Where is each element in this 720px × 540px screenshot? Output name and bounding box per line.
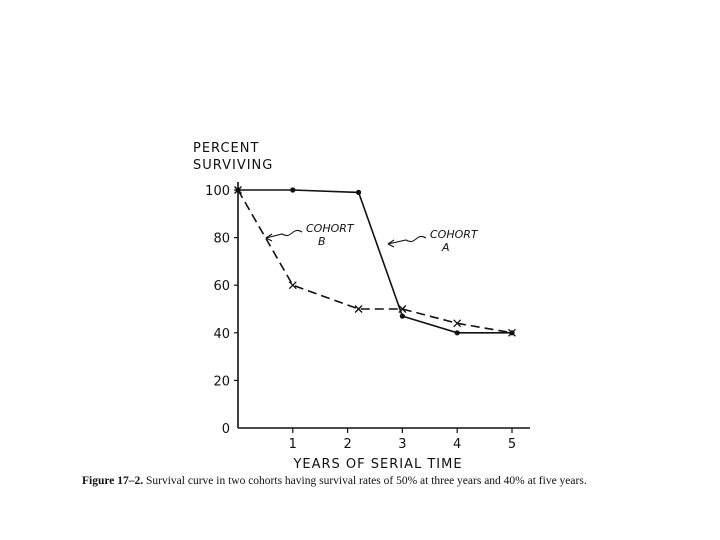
annotation-label-cohort-a: A: [441, 241, 450, 254]
caption-label: Figure 17–2.: [82, 475, 144, 487]
x-tick-label: 1: [289, 437, 297, 452]
y-tick-label: 40: [213, 327, 230, 342]
data-point-dot: [399, 313, 405, 319]
annotation-label-cohort-b: B: [318, 235, 326, 248]
series-line-cohort-b: [237, 189, 513, 334]
annotation-leader-cohort-b: [265, 230, 303, 239]
annotation-arrowhead: [265, 233, 273, 242]
chart-series: [234, 186, 516, 337]
annotation-label-cohort-a: COHORT: [430, 228, 479, 241]
x-marker-stroke: [453, 319, 462, 328]
x-tick-label: 2: [343, 437, 351, 452]
y-tick-label: 60: [213, 279, 230, 294]
caption-text: Survival curve in two cohorts having sur…: [146, 475, 587, 487]
data-point-x: [354, 305, 363, 313]
y-tick-label: 100: [205, 184, 230, 199]
data-point-x: [398, 305, 407, 313]
data-point-dot: [454, 330, 460, 336]
chart-ticks: 0 20 40 60 80 100 1 2 3 4 5: [205, 184, 516, 452]
y-axis-title: PERCENT: [193, 141, 259, 156]
y-tick-label: 20: [213, 374, 230, 389]
x-marker-stroke: [234, 186, 242, 194]
x-axis-title: YEARS OF SERIAL TIME: [292, 457, 462, 472]
y-axis-title: SURVIVING: [193, 158, 273, 173]
x-tick-label: 4: [453, 437, 461, 452]
annotation-label-cohort-b: COHORT: [306, 222, 355, 235]
annotation-arrowhead: [387, 239, 395, 248]
x-marker-stroke: [288, 281, 297, 290]
x-marker-stroke: [354, 305, 363, 313]
series-line-cohort-a: [238, 189, 512, 334]
chart-axes: [237, 182, 530, 429]
annotation-leader-cohort-a: [387, 236, 427, 245]
x-marker-stroke: [508, 328, 516, 337]
data-point-x: [508, 328, 516, 337]
y-tick-label: 80: [213, 232, 230, 247]
data-point-x: [234, 186, 242, 194]
data-point-dot: [355, 189, 362, 195]
x-marker-stroke: [398, 305, 407, 313]
x-tick-label: 3: [398, 437, 406, 452]
data-point-dot: [290, 187, 296, 193]
x-tick-label: 5: [508, 437, 516, 452]
data-point-x: [288, 281, 297, 290]
y-tick-label: 0: [222, 422, 230, 437]
data-point-x: [453, 319, 462, 328]
figure-caption: Figure 17–2. Survival curve in two cohor…: [82, 474, 642, 488]
chart-titles: PERCENT SURVIVING YEARS OF SERIAL TIME: [193, 141, 462, 472]
